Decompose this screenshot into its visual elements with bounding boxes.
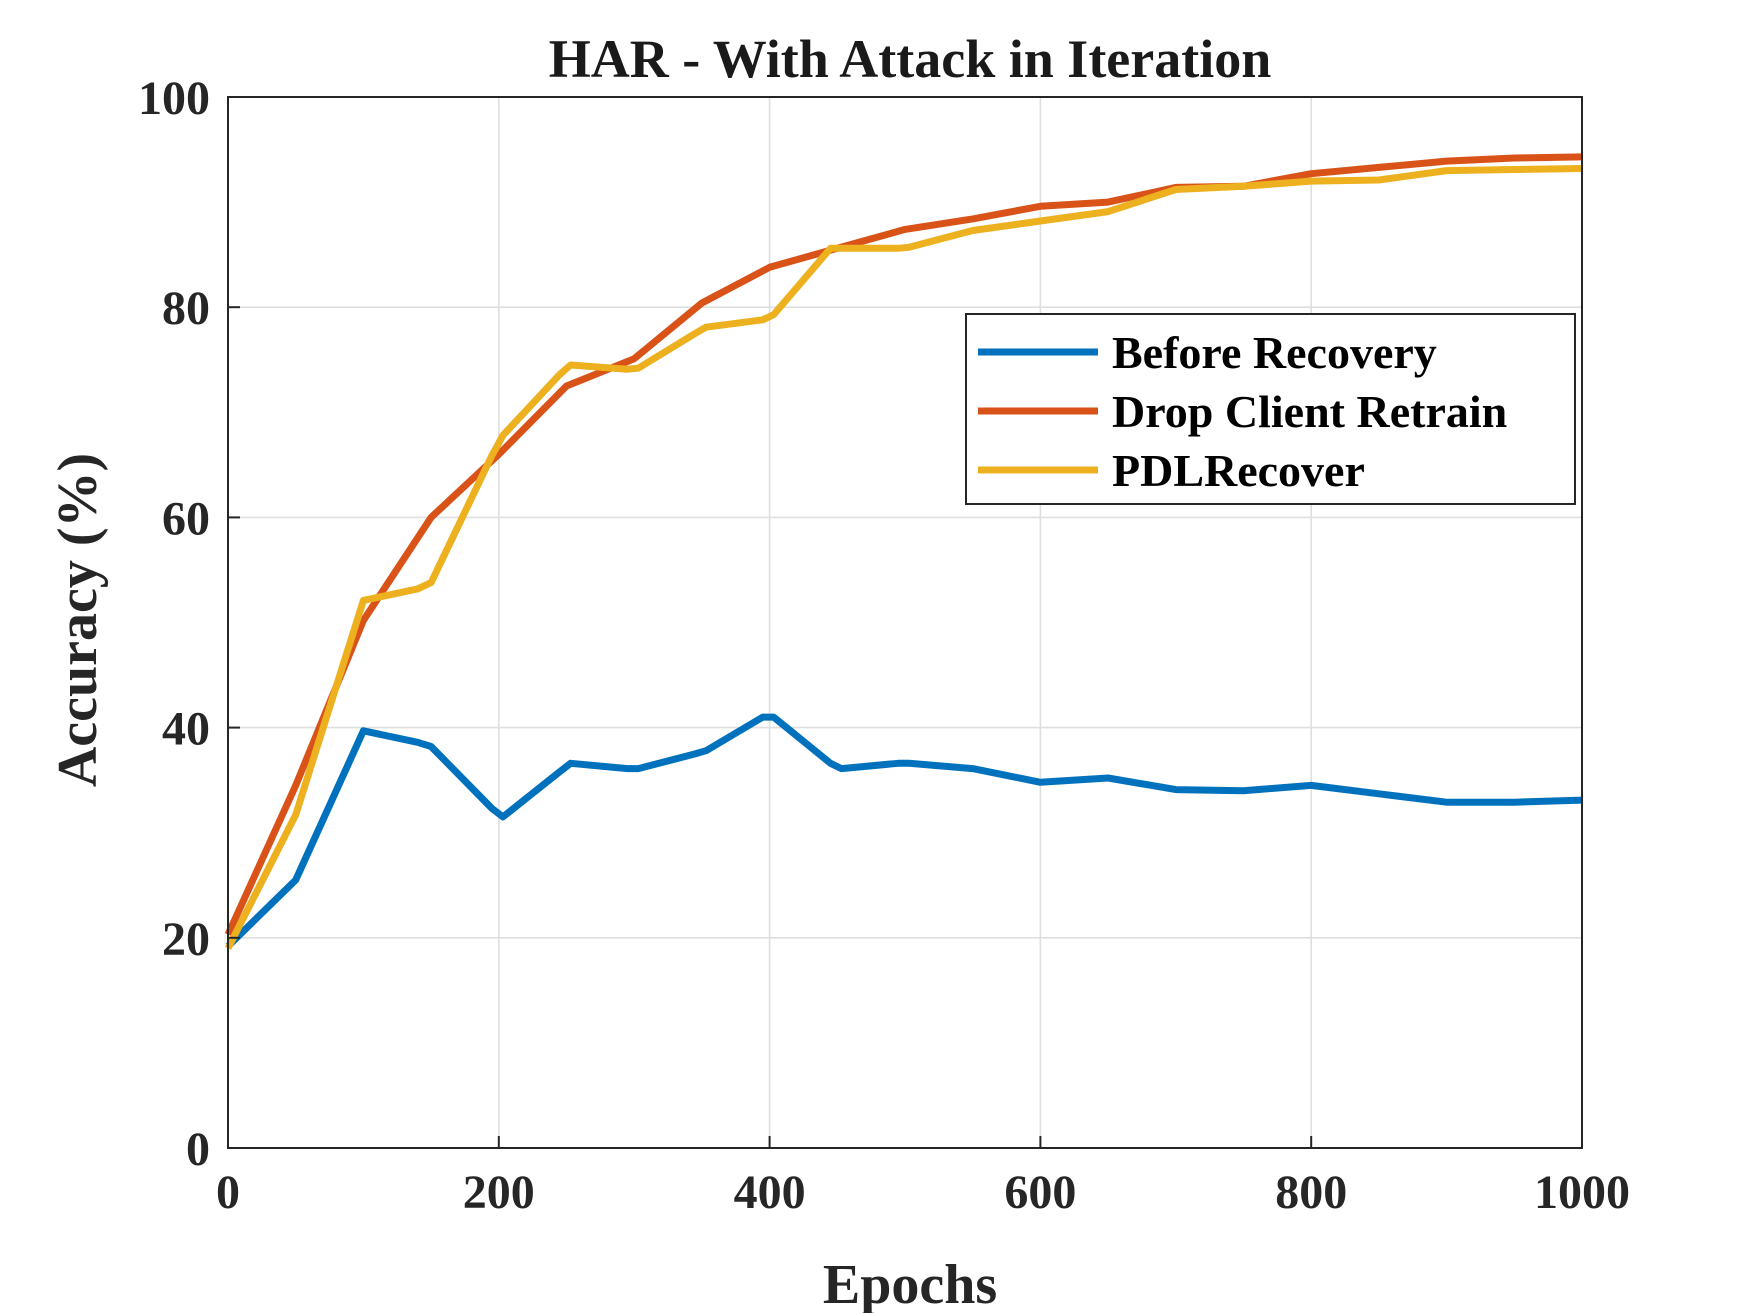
series-line-drop-client-retrain bbox=[224, 153, 1583, 937]
axis-ticks bbox=[227, 96, 1583, 1149]
series-layer bbox=[224, 153, 1583, 950]
legend-label-before-recovery: Before Recovery bbox=[1112, 327, 1437, 378]
x-tick-label-2: 400 bbox=[734, 1166, 806, 1219]
y-tick-label-4: 80 bbox=[162, 282, 210, 335]
series-line-pdlrecover bbox=[224, 165, 1583, 950]
x-axis-label: Epochs bbox=[823, 1254, 997, 1313]
plot-area-frame bbox=[227, 96, 1583, 1149]
y-tick-label-1: 20 bbox=[162, 913, 210, 966]
x-tick-label-0: 0 bbox=[216, 1166, 240, 1219]
y-tick-label-5: 100 bbox=[138, 72, 210, 125]
chart-title: HAR - With Attack in Iteration bbox=[549, 29, 1272, 89]
legend-label-pdlrecover: PDLRecover bbox=[1112, 445, 1365, 496]
series-line-before-recovery bbox=[225, 713, 1583, 949]
x-tick-label-3: 600 bbox=[1004, 1166, 1076, 1219]
grid-lines bbox=[228, 97, 1582, 1148]
x-tick-label-1: 200 bbox=[463, 1166, 535, 1219]
y-tick-labels: 0 20 40 60 80 100 bbox=[138, 72, 210, 1176]
legend: Before Recovery Drop Client Retrain PDLRec… bbox=[965, 313, 1576, 505]
y-axis-label: Accuracy (%) bbox=[47, 453, 109, 787]
y-tick-label-3: 60 bbox=[162, 492, 210, 545]
x-tick-labels: 0 200 400 600 800 1000 bbox=[216, 1166, 1630, 1219]
y-tick-label-2: 40 bbox=[162, 703, 210, 756]
y-tick-label-0: 0 bbox=[186, 1123, 210, 1176]
x-tick-label-4: 800 bbox=[1275, 1166, 1347, 1219]
legend-label-drop-client-retrain: Drop Client Retrain bbox=[1112, 386, 1507, 437]
x-tick-label-5: 1000 bbox=[1534, 1166, 1630, 1219]
